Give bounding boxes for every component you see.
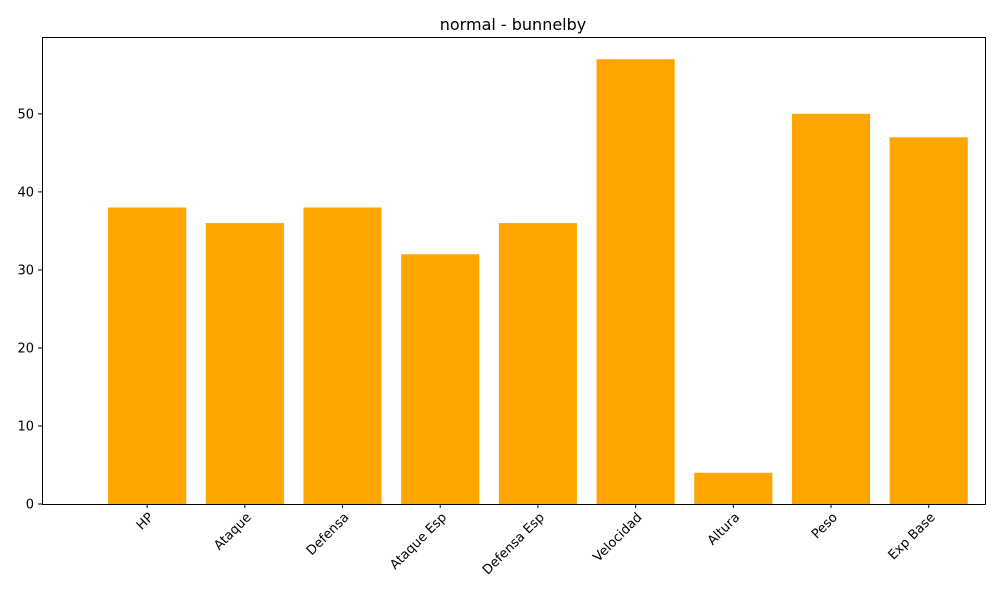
y-tick-label: 20 (17, 341, 34, 356)
bar-hp (108, 207, 187, 504)
y-tick-label: 50 (17, 107, 34, 122)
y-tick-label: 10 (17, 419, 34, 434)
x-tick-label: Ataque (211, 510, 254, 553)
x-tick-label: HP (134, 510, 157, 533)
y-axis-ticks: 0 10 20 30 40 50 (17, 107, 42, 513)
bar-exp-base (889, 137, 968, 505)
bar-ataque (205, 223, 284, 504)
chart-title: normal - bunnelby (440, 15, 587, 34)
bar-peso (791, 113, 871, 505)
x-tick-label: Ataque Esp (387, 510, 450, 573)
bar-altura (694, 472, 773, 504)
bar-defensa-esp (498, 223, 578, 504)
x-tick-label: Peso (809, 510, 841, 542)
bar-defensa (303, 207, 382, 504)
x-tick-label: Defensa Esp (480, 510, 548, 578)
bars (108, 59, 968, 505)
y-tick-label: 0 (26, 498, 34, 513)
plot-frame (42, 37, 986, 505)
y-tick-label: 40 (17, 185, 34, 200)
y-tick-label: 30 (17, 263, 34, 278)
x-tick-label: Defensa (304, 510, 352, 558)
x-axis-ticks: HP Ataque Defensa Ataque Esp Defensa Esp Velo… (134, 504, 939, 578)
bar-velocidad (596, 59, 675, 504)
bar-ataque-esp (401, 254, 480, 504)
x-tick-label: Velocidad (591, 510, 646, 565)
x-tick-label: Exp Base (886, 510, 939, 563)
x-tick-label: Altura (705, 510, 743, 548)
